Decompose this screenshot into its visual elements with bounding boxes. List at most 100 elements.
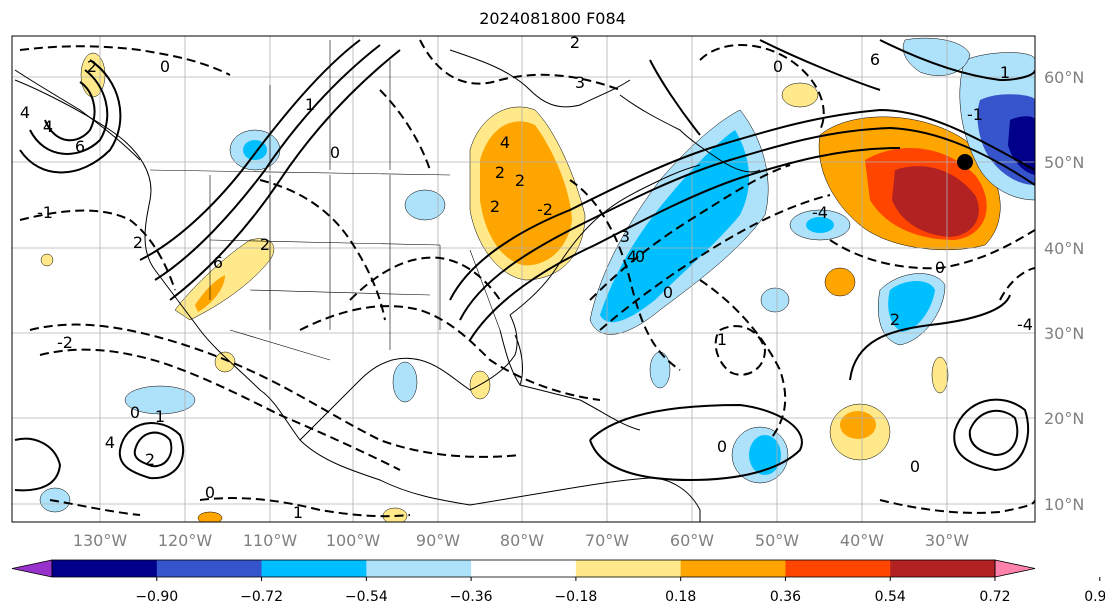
colorbar-tick-label: 0.54 xyxy=(875,589,906,605)
contour-label: 2 xyxy=(490,197,500,216)
political-borders xyxy=(149,40,501,361)
contour-label: 2 xyxy=(495,163,505,182)
contour-label: 4 xyxy=(627,247,637,266)
strongest-anomaly-atlantic xyxy=(892,166,979,237)
contour-label: 1 xyxy=(717,330,727,349)
cold-patch-2-core xyxy=(806,217,834,233)
colorbar-tick-label: −0.90 xyxy=(135,589,178,605)
contour-label: 2 xyxy=(133,233,143,252)
contour-label: -1 xyxy=(37,203,53,222)
contour-label: 1 xyxy=(305,95,315,114)
lon-tick-label: 40°W xyxy=(840,531,884,550)
warm-anomaly-greatlakes-core xyxy=(480,121,572,266)
colorbar-segment xyxy=(680,560,786,577)
shaded-fields xyxy=(39,37,1035,522)
colorbar-tick-label: 0.72 xyxy=(979,589,1010,605)
colorbar-tick-label: 0.18 xyxy=(665,589,696,605)
contour-label: 4 xyxy=(20,103,30,122)
map-title: 2024081800 F084 xyxy=(479,9,626,28)
lon-tick-label: 100°W xyxy=(326,531,381,550)
contour-label: 2 xyxy=(87,57,97,76)
colorbar-segment xyxy=(890,560,996,577)
coastline-canada-east xyxy=(619,94,761,173)
warm-patch-10 xyxy=(40,253,54,267)
colorbar-segment xyxy=(261,560,367,577)
lon-tick-label: 30°W xyxy=(925,531,969,550)
coastline-atlantic-us xyxy=(509,164,701,316)
colorbar-tick-label: −0.54 xyxy=(345,589,388,605)
colorbar-segment xyxy=(785,560,891,577)
contour-label: 0 xyxy=(773,57,783,76)
colorbar-tick-label: 0.36 xyxy=(770,589,801,605)
map-border xyxy=(11,35,1036,523)
latitude-tick-labels: 60°N 50°N 40°N 30°N 20°N 10°N xyxy=(1044,68,1084,514)
graticule xyxy=(12,36,1035,522)
lon-tick-label: 130°W xyxy=(73,531,128,550)
dashed-contour-lines xyxy=(19,39,1035,518)
cold-anomaly-band-core xyxy=(600,130,750,323)
contour-label: 3 xyxy=(575,73,585,92)
coastline-alaska xyxy=(14,69,141,161)
contour-label: 4 xyxy=(105,433,115,452)
contour-label: 0 xyxy=(935,258,945,277)
colorbar-segment xyxy=(366,560,472,577)
longitude-tick-labels: 130°W 120°W 110°W 100°W 90°W 80°W 70°W 60°W 50°W… xyxy=(73,531,969,550)
colorbar: −0.90 −0.72 −0.54 −0.36 −0.18 0.18 0.36 0.54 0.7… xyxy=(11,559,1105,605)
lat-tick-label: 10°N xyxy=(1044,495,1084,514)
colorbar-frame xyxy=(51,559,996,578)
contour-label: 0 xyxy=(205,483,215,502)
contour-label: 4 xyxy=(43,117,53,136)
contour-label: 0 xyxy=(910,457,920,476)
warm-patch-3-core xyxy=(840,411,876,439)
contour-label: -4 xyxy=(1017,315,1033,334)
contour-label: -4 xyxy=(812,203,828,222)
cold-patch-3-core xyxy=(888,281,935,332)
coastline-hudson xyxy=(449,49,631,108)
contour-label: 2 xyxy=(890,310,900,329)
coastlines xyxy=(14,49,761,522)
warm-patch-5 xyxy=(781,82,819,108)
contour-label: 1 xyxy=(155,407,165,426)
contour-label: 6 xyxy=(870,50,880,69)
lon-tick-label: 120°W xyxy=(158,531,213,550)
cold-patch-5 xyxy=(124,385,196,415)
warm-patch-9 xyxy=(197,511,223,522)
contour-label: 1 xyxy=(1000,63,1010,82)
coastline-gulf-mexico xyxy=(299,314,518,441)
coastline-south-america xyxy=(469,477,701,522)
contour-label: 0 xyxy=(663,283,673,302)
colorbar-segment xyxy=(156,560,263,577)
lon-tick-label: 60°W xyxy=(670,531,714,550)
cold-patch-4-core xyxy=(749,435,781,475)
warm-patch-4 xyxy=(931,356,949,394)
lat-tick-label: 40°N xyxy=(1044,239,1084,258)
warm-patch-2 xyxy=(824,267,856,297)
contour-label: 0 xyxy=(160,57,170,76)
colorbar-extend-high xyxy=(994,559,1036,578)
cold-patch-7 xyxy=(392,361,418,403)
colorbar-tick-label: −0.18 xyxy=(554,589,597,605)
contour-label: 2 xyxy=(515,171,525,190)
coastline-pacific-northamerica xyxy=(14,79,471,506)
lat-tick-label: 30°N xyxy=(1044,324,1084,343)
contour-label: 0 xyxy=(635,247,645,266)
low-center-marker xyxy=(957,154,973,170)
warm-patch-7 xyxy=(214,351,236,373)
contour-label: 2 xyxy=(570,33,580,52)
cold-anomaly-northeast-inner xyxy=(1008,116,1035,175)
lon-tick-label: 90°W xyxy=(416,531,460,550)
colorbar-tick-label: 0.90 xyxy=(1084,589,1105,605)
colorbar-extend-low xyxy=(11,559,53,578)
colorbar-segment xyxy=(575,560,682,577)
contour-label: 2 xyxy=(260,235,270,254)
contour-label: 4 xyxy=(500,133,510,152)
cold-patch-6 xyxy=(404,189,446,221)
cold-patch-8 xyxy=(760,287,790,313)
contour-label: 6 xyxy=(213,253,223,272)
colorbar-segment xyxy=(52,560,158,577)
lon-tick-label: 70°W xyxy=(585,531,629,550)
contour-label: 6 xyxy=(75,137,85,156)
